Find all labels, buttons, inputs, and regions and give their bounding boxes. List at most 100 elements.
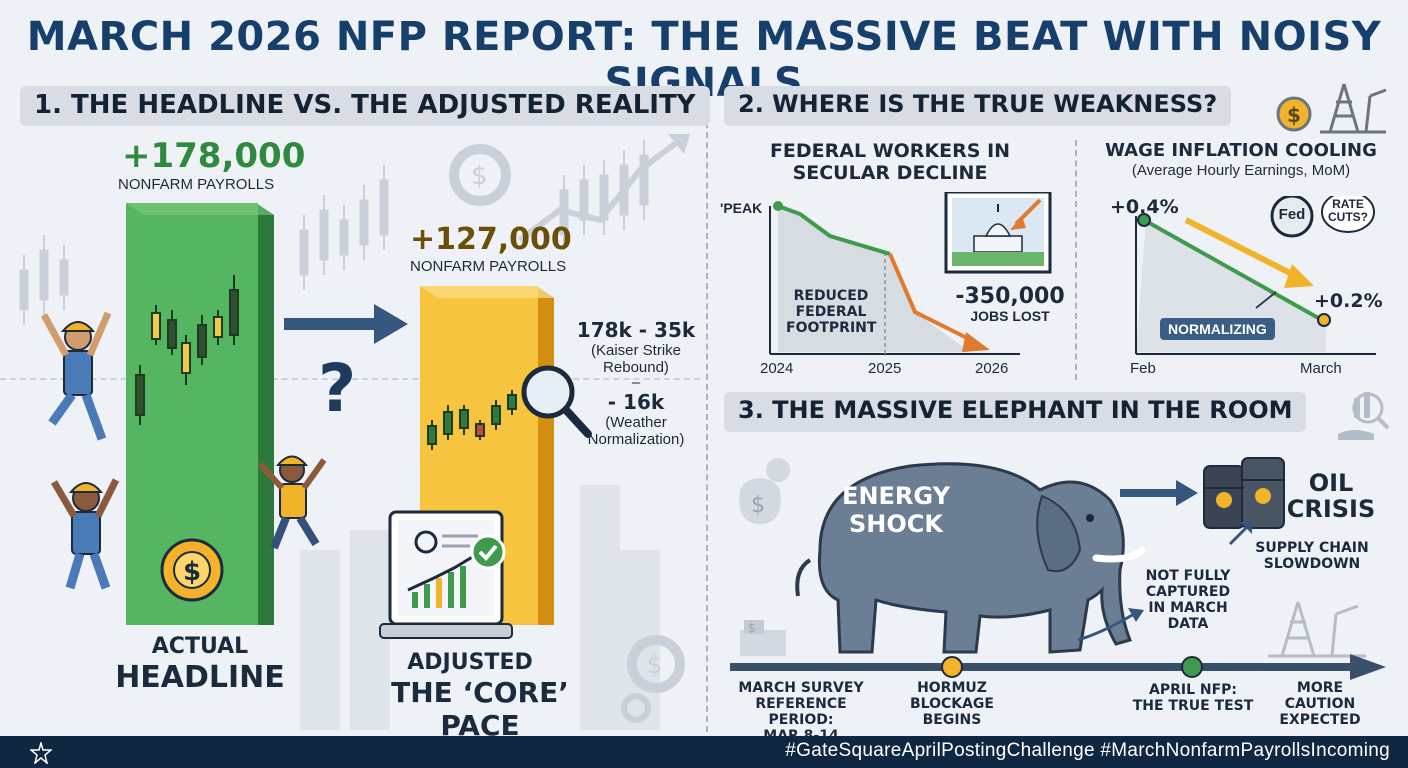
timeline-hormuz-line2: BLOCKAGE xyxy=(909,696,994,712)
actual-headline-bar: $ xyxy=(126,203,274,625)
analytics-hand-icon xyxy=(1338,392,1390,440)
federal-tick-2024: 2024 xyxy=(760,360,794,377)
page-title: MARCH 2026 NFP REPORT: THE MASSIVE BEAT … xyxy=(26,14,1382,106)
svg-text:$: $ xyxy=(751,493,765,518)
timeline-survey-line1: MARCH SURVEY xyxy=(738,680,864,696)
section3-heading: 3. THE MASSIVE ELEPHANT IN THE ROOM xyxy=(724,392,1307,432)
federal-title: FEDERAL WORKERS IN SECULAR DECLINE xyxy=(740,140,1040,184)
energy-line: ENERGY xyxy=(842,482,950,510)
celebrating-worker-2-icon xyxy=(50,478,120,590)
calc-dash: – xyxy=(631,374,641,391)
timeline-hormuz-label: HORMUZ BLOCKAGE BEGINS xyxy=(902,680,1002,728)
calc-strike: 178k - 35k xyxy=(576,318,696,342)
reduced-footprint-label: REDUCED FEDERAL FOOTPRINT xyxy=(786,288,876,336)
adjusted-label-top: ADJUSTED xyxy=(407,650,533,675)
energy-shock-label: ENERGY SHOCK xyxy=(836,482,956,538)
rate-cuts-bubble: RATE CUTS? xyxy=(1322,198,1374,224)
celebrating-worker-3-icon xyxy=(257,455,327,550)
federal-tick-2026: 2026 xyxy=(975,360,1009,377)
adjusted-label-bottom: THE ‘CORE’ PACE xyxy=(391,676,569,742)
adjusted-value: +127,000 xyxy=(410,222,572,257)
elephant-illustration xyxy=(795,462,1146,654)
not-captured-line3: IN MARCH xyxy=(1148,600,1228,616)
rate-cuts-line2: CUTS? xyxy=(1328,210,1368,224)
calc-weather-note-2: Normalization) xyxy=(587,431,685,448)
reduced-line2: FEDERAL xyxy=(795,304,867,320)
oil-rig-2-icon xyxy=(1268,601,1366,658)
svg-text:$: $ xyxy=(471,161,488,191)
section1-heading: 1. THE HEADLINE VS. THE ADJUSTED REALITY xyxy=(20,86,710,126)
jobs-lost-caption: JOBS LOST xyxy=(970,308,1050,324)
federal-tick-2025: 2025 xyxy=(868,360,902,377)
actual-value: +178,000 xyxy=(122,136,306,176)
supply-line1: SUPPLY CHAIN xyxy=(1255,540,1369,556)
money-bag-icon: $ xyxy=(739,458,790,524)
footer-bar: #GateSquareAprilPostingChallenge #MarchN… xyxy=(0,736,1408,768)
laptop-chart-icon xyxy=(379,510,513,639)
calc-weather: - 16k xyxy=(607,390,665,414)
timeline-hormuz-line3: BEGINS xyxy=(922,712,982,728)
actual-caption: NONFARM PAYROLLS xyxy=(118,176,275,193)
federal-title-line1: FEDERAL WORKERS IN xyxy=(769,140,1011,162)
column-divider xyxy=(706,92,708,732)
federal-decline-chart xyxy=(769,192,1052,355)
arrow-right-icon xyxy=(284,304,408,344)
svg-text:$: $ xyxy=(1287,103,1301,127)
svg-text:$: $ xyxy=(183,557,201,587)
timeline-arrow xyxy=(730,654,1386,680)
calc-strike-note-1: (Kaiser Strike xyxy=(590,342,682,359)
calc-weather-note-1: (Weather xyxy=(605,414,667,431)
wage-tick-march: March xyxy=(1300,360,1342,377)
normalizing-badge: NORMALIZING xyxy=(1160,318,1275,340)
calc-block: 178k - 35k (Kaiser Strike Rebound) – - 1… xyxy=(566,318,706,448)
timeline-caution-line3: EXPECTED xyxy=(1279,712,1361,728)
fed-badge: Fed xyxy=(1278,206,1306,223)
supply-chain-label: SUPPLY CHAIN SLOWDOWN xyxy=(1244,540,1380,572)
money-stack-icon: $ xyxy=(740,620,786,656)
footer-hashtags[interactable]: #GateSquareAprilPostingChallenge #MarchN… xyxy=(785,740,1390,761)
not-captured-line4: DATA xyxy=(1167,616,1209,632)
timeline-april-line2: THE TRUE TEST xyxy=(1132,698,1254,714)
timeline-caution-line2: CAUTION xyxy=(1284,696,1356,712)
not-captured-line1: NOT FULLY xyxy=(1145,568,1231,584)
timeline-caution-label: MORE CAUTION EXPECTED xyxy=(1270,680,1370,728)
wage-start-value: +0.4% xyxy=(1110,196,1179,218)
sparkle-logo-icon xyxy=(30,742,52,764)
wage-subtitle: (Average Hourly Earnings, MoM) xyxy=(1131,162,1351,179)
magnifier-icon xyxy=(521,365,592,438)
reduced-line1: REDUCED xyxy=(793,288,869,304)
question-mark: ? xyxy=(318,350,357,427)
federal-title-line2: SECULAR DECLINE xyxy=(792,162,988,184)
section2-divider xyxy=(1075,140,1077,380)
left-baseline-divider xyxy=(0,378,700,380)
timeline-april-line1: APRIL NFP: xyxy=(1148,682,1238,698)
oil-crisis-label: OIL CRISIS xyxy=(1286,470,1376,522)
arrow-to-oil-icon xyxy=(1120,480,1198,506)
shock-line: SHOCK xyxy=(849,510,943,538)
oil-barrels-icon xyxy=(1203,457,1285,529)
timeline-survey-label: MARCH SURVEY REFERENCE PERIOD: MAR 8-14 xyxy=(726,680,876,744)
jobs-lost-value: -350,000 xyxy=(955,284,1065,309)
oil-line: OIL xyxy=(1308,469,1354,497)
timeline-caution-line1: MORE xyxy=(1296,680,1344,696)
oil-rig-icon: $ xyxy=(1276,83,1387,134)
timeline-hormuz-line1: HORMUZ xyxy=(917,680,987,696)
not-captured-label: NOT FULLY CAPTURED IN MARCH DATA xyxy=(1140,568,1236,632)
wage-tick-feb: Feb xyxy=(1130,360,1156,377)
wage-title: WAGE INFLATION COOLING xyxy=(1105,140,1377,161)
wage-end-value: +0.2% xyxy=(1314,290,1383,312)
rate-cuts-line1: RATE xyxy=(1332,197,1364,211)
reduced-line3: FOOTPRINT xyxy=(786,320,877,336)
celebrating-worker-icon xyxy=(40,311,112,441)
calc-strike-note-2: Rebound) xyxy=(603,359,669,376)
actual-label-top: ACTUAL xyxy=(151,634,249,659)
peak-label: 'PEAK xyxy=(720,200,763,216)
section2-heading: 2. WHERE IS THE TRUE WEAKNESS? xyxy=(724,86,1232,126)
adjusted-caption: NONFARM PAYROLLS xyxy=(410,258,567,275)
actual-label-bottom: HEADLINE xyxy=(115,660,285,695)
svg-text:$: $ xyxy=(748,621,756,635)
curved-arrow-icon xyxy=(1077,608,1144,642)
crisis-line: CRISIS xyxy=(1286,495,1376,523)
timeline-april-label: APRIL NFP: THE TRUE TEST xyxy=(1128,682,1258,714)
timeline-survey-line2: REFERENCE PERIOD: xyxy=(755,696,847,728)
